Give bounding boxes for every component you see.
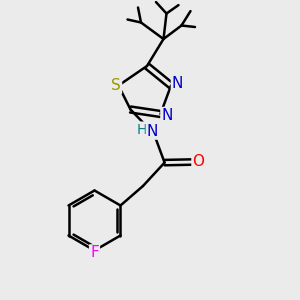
Text: O: O bbox=[193, 154, 205, 169]
Text: H: H bbox=[136, 123, 147, 136]
Text: N: N bbox=[147, 124, 158, 139]
Text: N: N bbox=[172, 76, 183, 92]
Text: S: S bbox=[111, 78, 121, 93]
Text: F: F bbox=[90, 245, 99, 260]
Text: N: N bbox=[161, 108, 173, 123]
